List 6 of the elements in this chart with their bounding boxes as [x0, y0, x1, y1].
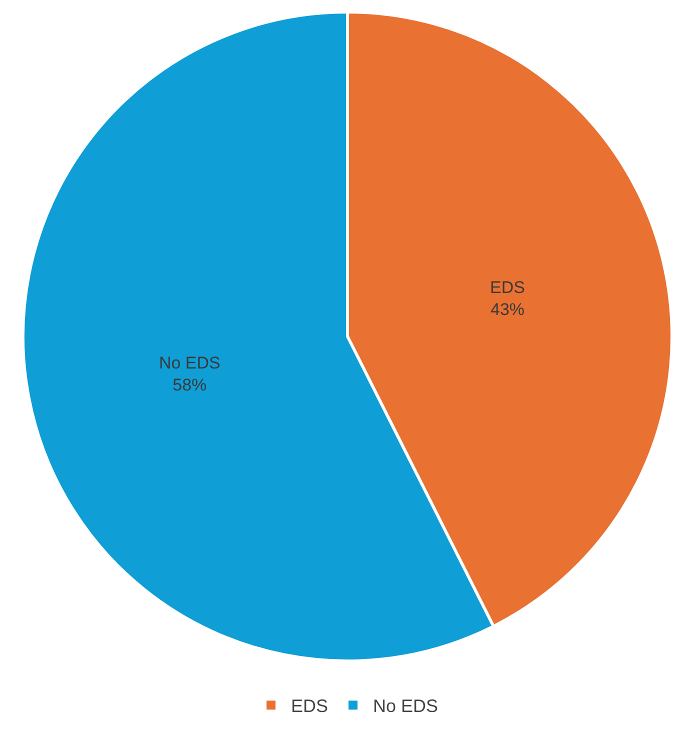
legend-label: No EDS: [373, 696, 438, 716]
data-label: 43%: [490, 300, 525, 320]
slice-label: No EDS: [158, 353, 220, 372]
data-label: 58%: [172, 376, 207, 395]
slice-label: EDS: [490, 278, 526, 297]
legend-label: EDS: [291, 696, 328, 716]
